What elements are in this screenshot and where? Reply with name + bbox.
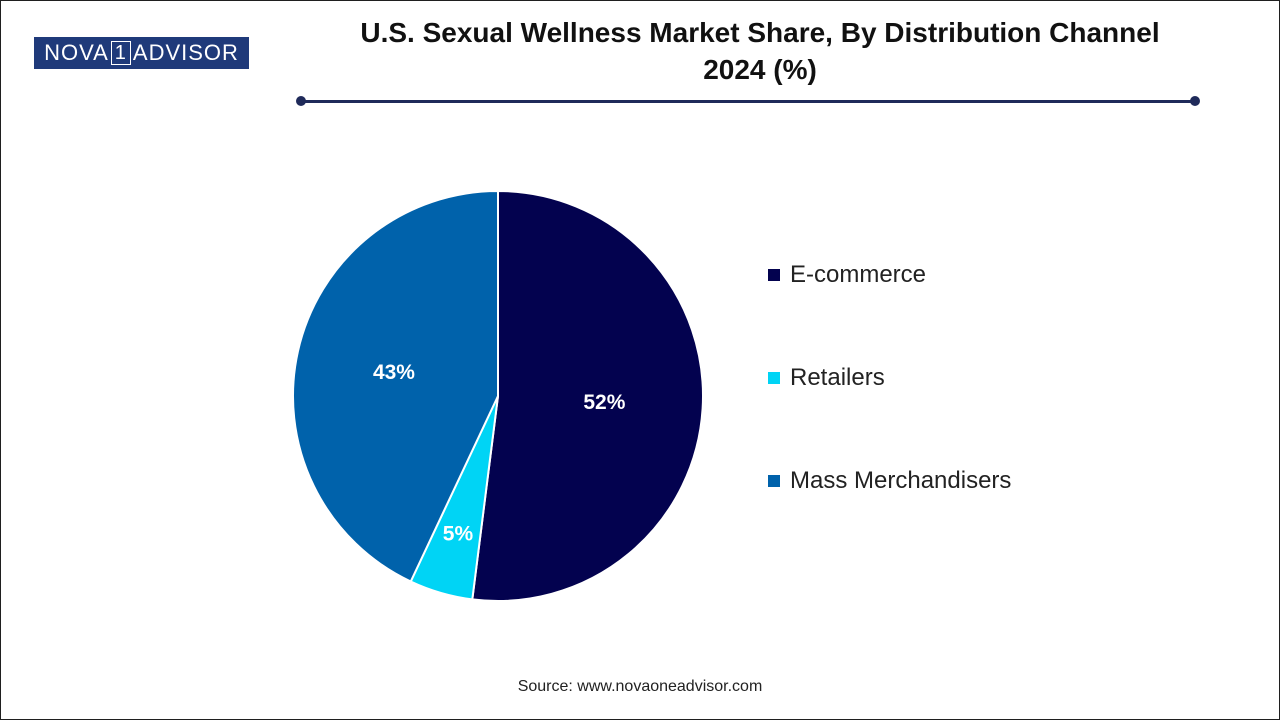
novaoneadvisor-logo: NOVA 1 ADVISOR (34, 37, 249, 69)
chart-legend: E-commerce Retailers Mass Merchandisers (768, 258, 1168, 567)
logo-text-right: ADVISOR (132, 40, 239, 65)
logo-one-box: 1 (110, 41, 131, 65)
legend-label-e-commerce: E-commerce (790, 261, 927, 288)
title-underline-right-dot (1190, 96, 1200, 106)
pie-slice-e-commerce (471, 189, 704, 602)
legend-item-e-commerce: E-commerce (768, 258, 1168, 292)
legend-label-mass-merchandisers: Mass Merchandisers (790, 467, 1012, 494)
legend-swatch-retailers (768, 372, 780, 384)
legend-item-retailers: Retailers (768, 361, 1168, 395)
chart-title-line-2: 2024 (%) (703, 54, 817, 85)
pie-label-mass-merchandisers: 43% (373, 361, 415, 384)
pie-label-e-commerce: 52% (583, 391, 625, 414)
chart-title: U.S. Sexual Wellness Market Share, By Di… (290, 14, 1230, 88)
source-note: Source: www.novaoneadvisor.com (517, 678, 763, 695)
pie-label-retailers: 5% (443, 522, 474, 545)
logo-text-left: NOVA (44, 40, 109, 65)
legend-swatch-e-commerce (768, 269, 780, 281)
legend-item-mass-merchandisers: Mass Merchandisers (768, 464, 1168, 498)
chart-title-line-1: U.S. Sexual Wellness Market Share, By Di… (360, 17, 1160, 48)
pie-slice-mass-merchandisers (292, 189, 499, 583)
legend-label-retailers: Retailers (790, 364, 885, 391)
legend-swatch-mass-merchandisers (768, 475, 780, 487)
title-underline (300, 100, 1195, 103)
title-underline-left-dot (296, 96, 306, 106)
